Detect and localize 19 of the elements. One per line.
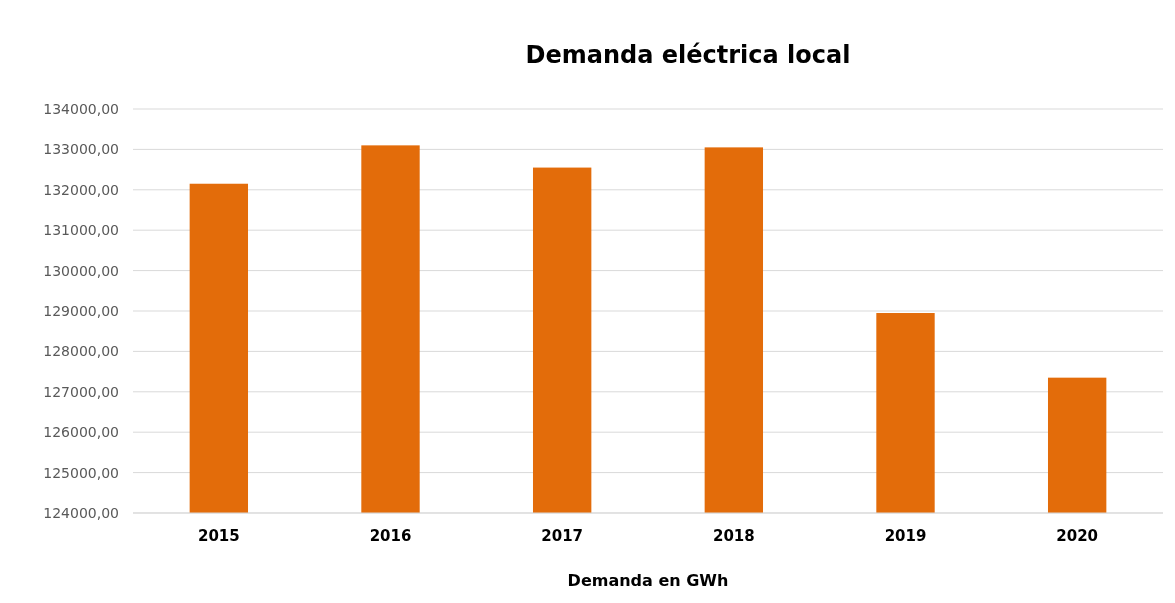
y-tick-label: 134000,00 <box>43 100 119 117</box>
chart-title: Demanda eléctrica local <box>525 41 851 69</box>
y-tick-label: 127000,00 <box>43 383 119 400</box>
x-tick-label: 2015 <box>197 527 240 545</box>
y-tick-label: 133000,00 <box>43 141 119 158</box>
y-tick-label: 131000,00 <box>43 222 119 239</box>
y-tick-label: 125000,00 <box>43 464 119 481</box>
y-tick-label: 129000,00 <box>43 302 119 319</box>
x-tick-label: 2017 <box>541 527 584 545</box>
y-tick-label: 126000,00 <box>43 424 119 441</box>
y-tick-label: 130000,00 <box>43 262 119 279</box>
y-tick-label: 124000,00 <box>43 504 119 521</box>
x-tick-label: 2020 <box>1056 527 1099 545</box>
x-tick-label: 2019 <box>884 527 927 545</box>
y-tick-label: 132000,00 <box>43 181 119 198</box>
x-tick-label: 2016 <box>369 527 412 545</box>
x-tick-label: 2018 <box>712 527 755 545</box>
x-axis-title: Demanda en GWh <box>567 571 729 590</box>
y-tick-label: 128000,00 <box>43 343 119 360</box>
